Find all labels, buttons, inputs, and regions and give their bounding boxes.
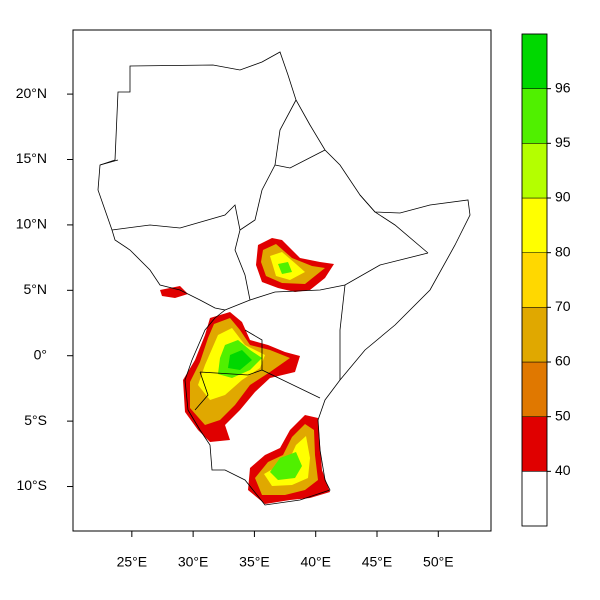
colorbar-label: 40 — [555, 462, 571, 478]
colorbar-label: 96 — [555, 79, 571, 95]
colorbar-box — [521, 143, 548, 199]
border — [249, 194, 429, 380]
x-tick-label: 50°E — [423, 554, 454, 570]
colorbar-box — [521, 471, 548, 527]
colorbar-box — [521, 307, 548, 363]
y-tick-label: 15°N — [16, 150, 47, 166]
field — [160, 286, 188, 298]
colorbar-label: 90 — [555, 189, 571, 205]
x-tick-label: 30°E — [178, 554, 209, 570]
colorbar-label: 60 — [555, 353, 571, 369]
colorbar-label: 50 — [555, 407, 571, 423]
y-tick-label: 5°N — [24, 281, 48, 297]
field — [278, 262, 292, 274]
y-tick-label: 5°S — [24, 412, 47, 428]
y-tick-label: 0° — [34, 346, 47, 362]
region-outline — [97, 51, 471, 506]
x-tick-label: 40°E — [300, 554, 331, 570]
colorbar-box — [521, 88, 548, 144]
border — [194, 329, 321, 411]
colorbar-box — [521, 33, 548, 89]
y-tick-label: 10°N — [16, 216, 47, 232]
border — [99, 159, 251, 311]
colorbar-box — [521, 252, 548, 308]
border — [239, 99, 326, 231]
colorbar-frame — [521, 33, 548, 527]
field — [228, 350, 252, 370]
map-frame — [72, 29, 492, 532]
x-tick-label: 35°E — [239, 554, 270, 570]
y-tick-label: 10°S — [16, 477, 47, 493]
colorbar-label: 70 — [555, 298, 571, 314]
colorbar-box — [521, 361, 548, 417]
country-borders — [97, 51, 471, 506]
colorbar-box — [521, 416, 548, 472]
x-tick-label: 45°E — [362, 554, 393, 570]
data-fields — [160, 238, 334, 504]
field — [270, 452, 302, 480]
colorbar-label: 80 — [555, 243, 571, 259]
y-tick-label: 20°N — [16, 85, 47, 101]
colorbar-label: 95 — [555, 134, 571, 150]
colorbar-box — [521, 197, 548, 253]
x-tick-label: 25°E — [117, 554, 148, 570]
